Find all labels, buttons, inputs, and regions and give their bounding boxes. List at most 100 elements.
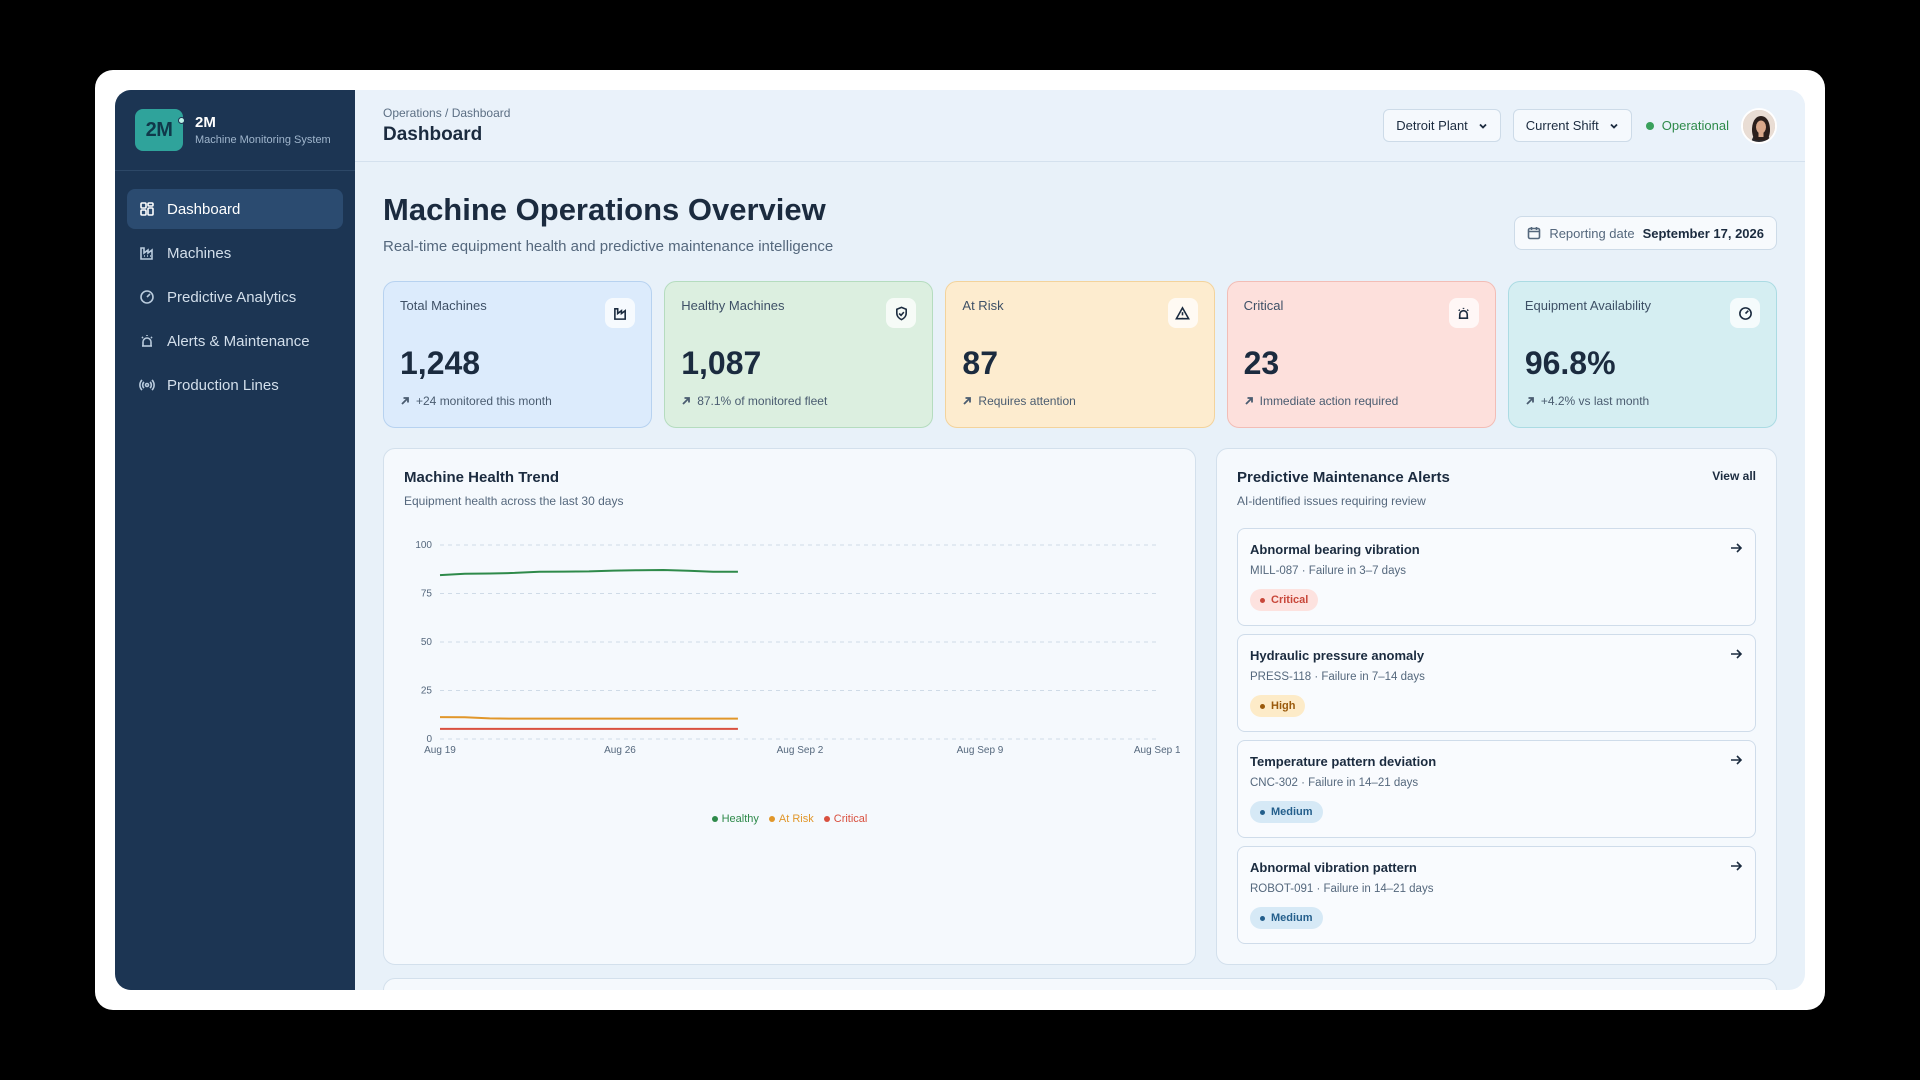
- plant-select[interactable]: Detroit Plant: [1383, 109, 1501, 142]
- severity-badge: High: [1250, 695, 1306, 717]
- kpi-card-critical[interactable]: Critical 23 Immediate action required: [1226, 281, 1496, 428]
- calendar-icon: [1528, 227, 1541, 240]
- kpi-note: +24 monitored this month: [400, 394, 635, 408]
- sidebar: 2M 2M Machine Monitoring System Dashboar…: [115, 90, 355, 990]
- arrow-right-icon[interactable]: [1729, 859, 1743, 873]
- legend-label: Healthy: [721, 813, 759, 825]
- alerts-subtitle: AI-identified issues requiring review: [1237, 494, 1426, 508]
- app-logo[interactable]: 2M: [135, 109, 185, 151]
- arrow-right-icon[interactable]: [1729, 541, 1743, 555]
- shield-check-icon: [886, 298, 917, 328]
- alerts-title: Predictive Maintenance Alerts: [1237, 469, 1450, 486]
- severity-label: High: [1271, 700, 1296, 712]
- severity-dot: [1260, 703, 1265, 709]
- alert-card[interactable]: Hydraulic pressure anomaly PRESS-118 · F…: [1237, 634, 1756, 732]
- severity-label: Critical: [1271, 594, 1309, 606]
- avatar[interactable]: [1741, 107, 1777, 144]
- kpi-label: Equipment Availability: [1524, 298, 1652, 313]
- severity-label: Medium: [1271, 912, 1313, 924]
- topbar: Operations / Dashboard Dashboard Detroit…: [355, 90, 1805, 162]
- legend-label: At Risk: [778, 813, 814, 825]
- factory-icon: [605, 298, 636, 328]
- kpi-note-text: Requires attention: [978, 394, 1076, 408]
- kpi-note-text: Immediate action required: [1259, 394, 1399, 408]
- trend-subtitle: Equipment health across the last 30 days: [404, 494, 624, 508]
- sidebar-item-predictive-analytics[interactable]: Predictive Analytics: [127, 277, 343, 317]
- view-all-link[interactable]: View all: [1712, 469, 1756, 483]
- kpi-card-at-risk[interactable]: At Risk 87 Requires attention: [945, 281, 1215, 428]
- kpi-note-text: 87.1% of monitored fleet: [697, 394, 828, 408]
- breadcrumb[interactable]: Operations / Dashboard: [383, 105, 511, 120]
- main-area: Operations / Dashboard Dashboard Detroit…: [355, 90, 1805, 990]
- alert-list: Abnormal bearing vibration MILL-087 · Fa…: [1237, 528, 1756, 944]
- legend-item[interactable]: Healthy: [711, 813, 759, 825]
- kpi-card-equipment-availability[interactable]: Equipment Availability 96.8% +4.2% vs la…: [1507, 281, 1778, 428]
- y-tick-label: 25: [421, 686, 433, 697]
- sidebar-item-label: Alerts & Maintenance: [167, 332, 310, 350]
- kpi-card-healthy-machines[interactable]: Healthy Machines 1,087 87.1% of monitore…: [664, 281, 934, 428]
- reporting-date-value: September 17, 2026: [1642, 225, 1764, 241]
- app-window: 2M 2M Machine Monitoring System Dashboar…: [115, 90, 1805, 990]
- status-dot: [1645, 121, 1654, 130]
- kpi-cards: Total Machines 1,248 +24 monitored this …: [383, 281, 1778, 428]
- reporting-date-label: Reporting date: [1549, 225, 1635, 241]
- shift-select-value: Current Shift: [1525, 118, 1599, 133]
- siren-icon: [139, 333, 155, 349]
- alert-meta: ROBOT-091 · Failure in 14–21 days: [1250, 883, 1434, 895]
- alert-card[interactable]: Abnormal bearing vibration MILL-087 · Fa…: [1237, 528, 1756, 626]
- y-tick-label: 0: [426, 734, 432, 745]
- status-label: Operational: [1661, 118, 1729, 133]
- factory-icon: [139, 245, 155, 261]
- shift-select[interactable]: Current Shift: [1512, 109, 1632, 142]
- alert-card[interactable]: Temperature pattern deviation CNC-302 · …: [1237, 740, 1756, 838]
- kpi-card-total-machines[interactable]: Total Machines 1,248 +24 monitored this …: [383, 281, 653, 428]
- siren-icon: [1448, 298, 1479, 328]
- kpi-value: 1,087: [681, 345, 762, 381]
- arrow-right-icon[interactable]: [1729, 753, 1743, 767]
- legend-dot: [768, 816, 775, 822]
- severity-badge: Medium: [1250, 907, 1323, 929]
- sidebar-item-dashboard[interactable]: Dashboard: [127, 189, 343, 229]
- sidebar-item-machines[interactable]: Machines: [127, 233, 343, 273]
- x-tick-label: Aug Sep 9: [957, 745, 1004, 756]
- arrow-up-right-icon: [682, 397, 691, 405]
- legend-item[interactable]: At Risk: [768, 813, 814, 825]
- sidebar-item-production-lines[interactable]: Production Lines: [127, 365, 343, 405]
- legend-item[interactable]: Critical: [823, 813, 867, 825]
- next-section-peek: [383, 978, 1777, 990]
- alert-title: Temperature pattern deviation: [1250, 754, 1437, 769]
- dashboard-icon: [139, 201, 155, 217]
- severity-badge: Medium: [1250, 801, 1323, 823]
- content: Machine Operations Overview Real-time eq…: [355, 162, 1805, 965]
- arrow-up-right-icon: [1244, 397, 1253, 405]
- kpi-label: Critical: [1243, 298, 1284, 313]
- gauge-icon: [1730, 298, 1761, 328]
- kpi-label: Total Machines: [400, 298, 487, 313]
- kpi-value: 96.8%: [1524, 345, 1616, 381]
- reporting-date[interactable]: Reporting date September 17, 2026: [1514, 216, 1777, 250]
- alert-meta: CNC-302 · Failure in 14–21 days: [1250, 777, 1419, 789]
- logo-text: 2M: [145, 118, 173, 141]
- y-tick-label: 75: [421, 589, 433, 600]
- kpi-value: 87: [962, 345, 998, 381]
- chevron-down-icon: [1479, 123, 1487, 129]
- arrow-right-icon[interactable]: [1729, 647, 1743, 661]
- alert-meta: PRESS-118 · Failure in 7–14 days: [1250, 671, 1425, 683]
- sidebar-item-label: Dashboard: [167, 200, 241, 218]
- kpi-note-text: +24 monitored this month: [416, 394, 552, 408]
- sidebar-item-alerts-maintenance[interactable]: Alerts & Maintenance: [127, 321, 343, 361]
- arrow-up-right-icon: [401, 397, 409, 405]
- x-tick-label: Aug 19: [424, 745, 456, 756]
- alert-card[interactable]: Abnormal vibration pattern ROBOT-091 · F…: [1237, 846, 1756, 944]
- legend-dot: [823, 816, 830, 822]
- severity-badge: Critical: [1250, 589, 1319, 611]
- logo-dot: [178, 117, 185, 124]
- series-line-healthy: [439, 569, 738, 577]
- overview-subtitle: Real-time equipment health and predictiv…: [383, 238, 834, 255]
- gauge-icon: [139, 289, 155, 305]
- health-trend-panel: Machine Health Trend Equipment health ac…: [383, 448, 1196, 965]
- kpi-label: At Risk: [962, 298, 1004, 313]
- alert-title: Hydraulic pressure anomaly: [1250, 648, 1425, 663]
- sidebar-nav: Dashboard Machines Predictive Analytics …: [115, 171, 355, 427]
- severity-label: Medium: [1271, 806, 1313, 818]
